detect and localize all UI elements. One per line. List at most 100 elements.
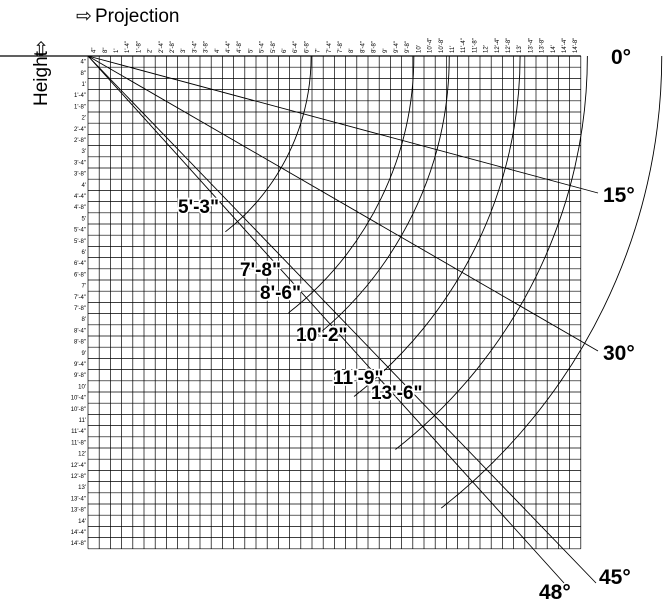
angle-label: 0° <box>611 46 631 69</box>
row-tick-label: 1'-8" <box>74 104 86 110</box>
column-tick-label: 2'-4" <box>159 41 165 53</box>
tick-labels: 4" 8" 1' 1'-4" 1'-8" 2' 2'-4" 2'-8" 3' 3'-4" 3'-8"… <box>71 38 579 547</box>
column-tick-label: 4' <box>215 49 221 53</box>
angle-line <box>87 55 597 584</box>
distance-arc <box>225 55 312 233</box>
column-tick-label: 14' <box>551 45 557 53</box>
row-tick-label: 9' <box>82 351 86 357</box>
row-tick-label: 12'-4" <box>71 463 86 469</box>
row-tick-label: 8' <box>82 317 86 323</box>
row-tick-label: 12'-8" <box>71 474 86 480</box>
column-tick-label: 1' <box>114 49 120 53</box>
angle-label: 15° <box>603 184 635 207</box>
row-tick-label: 8'-8" <box>74 340 86 346</box>
row-tick-label: 14' <box>78 519 86 525</box>
angle-line <box>87 55 565 584</box>
column-tick-label: 11'-4" <box>461 38 467 53</box>
row-tick-label: 5'-4" <box>74 228 86 234</box>
row-tick-label: 7' <box>82 284 86 290</box>
column-tick-label: 4'-4" <box>226 41 232 53</box>
angle-lines <box>87 55 599 584</box>
column-tick-label: 9'-8" <box>405 41 411 53</box>
column-tick-label: 11' <box>450 46 456 53</box>
grid <box>0 55 582 550</box>
column-tick-label: 2' <box>148 49 154 53</box>
column-tick-label: 7' <box>316 49 322 53</box>
distance-arc <box>395 55 588 450</box>
row-tick-label: 9'-4" <box>74 362 86 368</box>
distance-arc <box>310 55 450 342</box>
row-tick-label: 5' <box>82 216 86 222</box>
distance-label: 11'-9" <box>333 368 384 389</box>
column-tick-label: 8'-4" <box>360 41 366 53</box>
height-arrow-icon: ⇨ <box>31 40 52 56</box>
row-tick-label: 4'-8" <box>74 205 86 211</box>
row-tick-label: 5'-8" <box>74 239 86 245</box>
column-tick-label: 14'-8" <box>573 38 579 53</box>
column-tick-label: 3'-8" <box>204 41 210 53</box>
row-tick-label: 9'-8" <box>74 373 86 379</box>
column-tick-label: 3'-4" <box>192 41 198 53</box>
distance-label: 13'-6" <box>371 383 423 404</box>
row-tick-label: 2'-8" <box>74 138 86 144</box>
column-tick-label: 7'-8" <box>338 41 344 53</box>
row-tick-label: 10'-4" <box>71 396 86 402</box>
column-tick-label: 10' <box>416 45 422 53</box>
row-tick-label: 4'-4" <box>74 194 86 200</box>
distance-arc <box>288 55 415 314</box>
row-tick-label: 6' <box>82 250 86 256</box>
row-tick-label: 13' <box>78 485 86 491</box>
row-tick-label: 2' <box>82 116 86 122</box>
row-tick-label: 1' <box>82 82 86 88</box>
row-tick-label: 4' <box>82 183 86 189</box>
column-tick-label: 5'-4" <box>260 41 266 53</box>
distance-label: 8'-6" <box>260 283 301 304</box>
row-tick-label: 6'-8" <box>74 272 86 278</box>
row-tick-label: 7'-4" <box>74 295 86 301</box>
angle-line <box>87 55 599 352</box>
column-tick-label: 9'-4" <box>394 41 400 53</box>
row-tick-label: 10' <box>78 384 86 390</box>
distance-label: 5'-3" <box>178 197 219 218</box>
row-tick-label: 11'-4" <box>71 429 86 435</box>
column-tick-label: 13' <box>517 45 523 53</box>
row-tick-label: 6'-4" <box>74 261 86 267</box>
column-tick-label: 12'-8" <box>506 38 512 53</box>
distance-arcs <box>225 55 663 509</box>
column-tick-label: 12' <box>484 45 490 53</box>
column-tick-label: 6'-4" <box>293 41 299 53</box>
row-tick-label: 12' <box>78 452 86 458</box>
angle-label: 45° <box>599 566 631 589</box>
row-tick-label: 1'-4" <box>74 93 86 99</box>
row-tick-label: 8" <box>81 71 86 77</box>
column-tick-label: 14'-4" <box>562 38 568 53</box>
distance-label: 10'-2" <box>296 325 348 346</box>
row-tick-label: 13'-4" <box>71 496 86 502</box>
angle-line <box>87 55 599 194</box>
column-tick-label: 11'-8" <box>472 38 478 53</box>
column-tick-label: 2'-8" <box>170 41 176 53</box>
row-tick-label: 4" <box>81 60 86 66</box>
distance-arc <box>440 55 663 509</box>
row-tick-label: 14'-4" <box>71 530 86 536</box>
column-tick-label: 5'-8" <box>271 41 277 53</box>
column-tick-label: 4'-8" <box>237 41 243 53</box>
row-tick-label: 13'-8" <box>71 508 86 514</box>
column-tick-label: 3' <box>181 49 187 53</box>
column-tick-label: 6' <box>282 49 288 53</box>
column-tick-label: 8'-8" <box>372 41 378 53</box>
annotations: 0° 15° 30° 45° 48° 5'-3" 7'-8"8'-6" 10'-2" 11'-9… <box>176 46 635 604</box>
column-tick-label: 13'-4" <box>528 38 534 53</box>
row-tick-label: 8'-4" <box>74 328 86 334</box>
column-tick-label: 8' <box>349 49 355 53</box>
row-tick-label: 2'-4" <box>74 127 86 133</box>
row-tick-label: 3' <box>82 149 86 155</box>
column-tick-label: 10'-4" <box>428 38 434 53</box>
projection-axis-title: Projection <box>95 6 180 27</box>
column-tick-label: 1'-4" <box>125 41 131 53</box>
distance-label: 7'-8" <box>240 260 281 281</box>
height-axis-title: Height <box>31 50 52 106</box>
angle-label: 48° <box>539 581 571 604</box>
